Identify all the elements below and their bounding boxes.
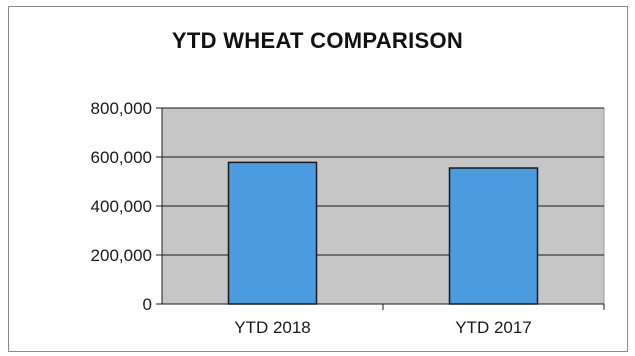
chart-title: YTD WHEAT COMPARISON xyxy=(171,28,464,53)
y-tick-label: 800,000 xyxy=(91,99,152,118)
x-tick-label: YTD 2018 xyxy=(234,318,311,337)
x-axis: YTD 2018 YTD 2017 xyxy=(156,303,605,337)
bar-ytd-2017 xyxy=(448,167,539,305)
x-tick-label: YTD 2017 xyxy=(455,318,532,337)
y-tick-label: 200,000 xyxy=(91,246,152,265)
bars xyxy=(227,161,539,305)
y-tick-label: 400,000 xyxy=(91,197,152,216)
y-tick-label: 0 xyxy=(143,295,152,314)
y-axis: 0 200,000 400,000 600,000 800,000 xyxy=(91,99,163,314)
bar-ytd-2018 xyxy=(227,161,318,305)
y-tick-label: 600,000 xyxy=(91,148,152,167)
